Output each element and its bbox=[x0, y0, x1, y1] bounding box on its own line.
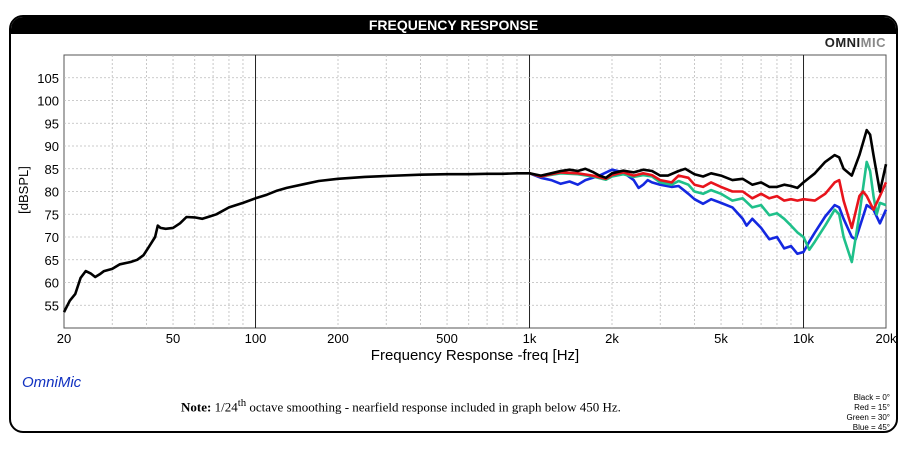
y-tick-labels: 55 60 65 70 75 80 85 90 95 100 105 bbox=[37, 71, 59, 314]
x-tick-label: 2k bbox=[605, 331, 619, 346]
angle-legend: Black = 0° Red = 15° Green = 30° Blue = … bbox=[847, 393, 890, 433]
y-tick-label: 100 bbox=[37, 94, 59, 109]
y-tick-label: 95 bbox=[45, 116, 59, 131]
x-tick-label: 10k bbox=[793, 331, 814, 346]
x-tick-labels: 20 50 100 200 500 1k 2k 5k 10k 20k bbox=[57, 331, 897, 346]
y-tick-label: 60 bbox=[45, 276, 59, 291]
y-tick-label: 80 bbox=[45, 185, 59, 200]
x-tick-label: 5k bbox=[714, 331, 728, 346]
x-tick-label: 100 bbox=[245, 331, 267, 346]
legend-item: Green = 30° bbox=[846, 413, 890, 422]
brand-light: MIC bbox=[860, 35, 886, 50]
y-tick-label: 105 bbox=[37, 71, 59, 86]
note-pre: 1/24 bbox=[214, 399, 238, 415]
note-sup: th bbox=[237, 397, 247, 409]
x-tick-label: 200 bbox=[327, 331, 349, 346]
note-label: Note: bbox=[181, 399, 212, 415]
y-tick-label: 75 bbox=[45, 207, 59, 222]
legend-item: Blue = 45° bbox=[852, 423, 890, 432]
legend-item: Red = 15° bbox=[854, 403, 890, 412]
software-label: OmniMic bbox=[22, 374, 82, 391]
smoothing-note: Note: 1/24th octave smoothing - nearfiel… bbox=[181, 397, 621, 415]
y-tick-label: 90 bbox=[45, 139, 59, 154]
brand-logo: OMNIMIC bbox=[825, 35, 886, 50]
y-axis-label: [dBSPL] bbox=[16, 166, 31, 214]
series-line-1fc08a bbox=[529, 160, 887, 264]
series-line-1428e0 bbox=[529, 168, 888, 256]
y-tick-label: 85 bbox=[45, 162, 59, 177]
legend-item: Black = 0° bbox=[853, 393, 890, 402]
x-tick-label: 50 bbox=[166, 331, 180, 346]
series-lines bbox=[62, 128, 888, 313]
series-line-e8141c bbox=[529, 171, 888, 230]
x-tick-label: 20k bbox=[876, 331, 897, 346]
x-axis-label: Frequency Response -freq [Hz] bbox=[371, 347, 579, 364]
brand-bold: OMNI bbox=[824, 35, 861, 50]
x-tick-label: 500 bbox=[436, 331, 458, 346]
x-tick-label: 1k bbox=[523, 331, 537, 346]
plot-area bbox=[63, 54, 887, 329]
chart-title: FREQUENCY RESPONSE bbox=[11, 17, 896, 34]
grid bbox=[63, 54, 887, 329]
series-line-000000 bbox=[62, 128, 888, 313]
y-tick-label: 70 bbox=[45, 230, 59, 245]
y-tick-label: 65 bbox=[45, 253, 59, 268]
x-tick-label: 20 bbox=[57, 331, 71, 346]
y-tick-label: 55 bbox=[45, 298, 59, 313]
note-post: octave smoothing - nearfield response in… bbox=[246, 399, 621, 415]
